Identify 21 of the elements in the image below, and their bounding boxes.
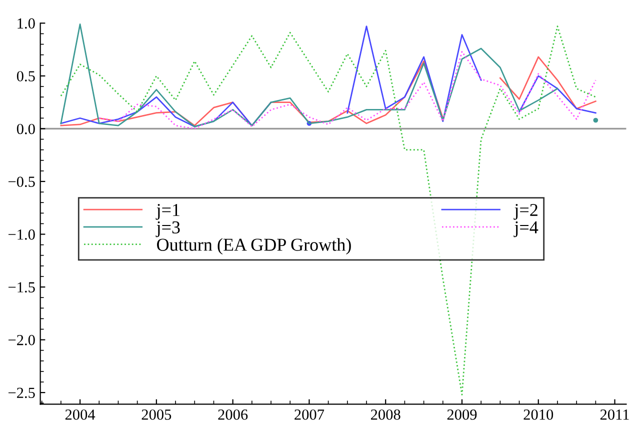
x-tick-label: 2005: [142, 409, 172, 420]
y-tick-label: −0.5: [8, 176, 35, 187]
legend-label: j=1: [156, 204, 180, 220]
x-tick-label: 2004: [65, 409, 96, 420]
y-tick-label: −2.0: [8, 334, 35, 346]
y-tick-label: −1.5: [8, 282, 35, 293]
legend-label: j=3: [156, 221, 180, 238]
legend-label: Outturn (EA GDP Growth): [157, 238, 351, 255]
y-tick-label: 1.0: [18, 18, 35, 29]
y-tick-label: −1.0: [8, 229, 35, 240]
legend-label: j=4: [514, 221, 538, 238]
x-tick-label: 2011: [600, 409, 629, 420]
y-tick-label: 0.0: [16, 124, 35, 134]
x-tick-label: 2010: [524, 409, 554, 420]
x-tick-label: 2006: [218, 409, 248, 420]
legend-label: j=2: [514, 204, 538, 220]
y-tick-label: 0.5: [16, 71, 35, 82]
x-tick-label: 2008: [370, 409, 400, 420]
y-tick-label: −2.5: [8, 388, 35, 398]
x-tick-label: 2009: [447, 409, 477, 420]
x-tick-label: 2007: [294, 409, 324, 420]
